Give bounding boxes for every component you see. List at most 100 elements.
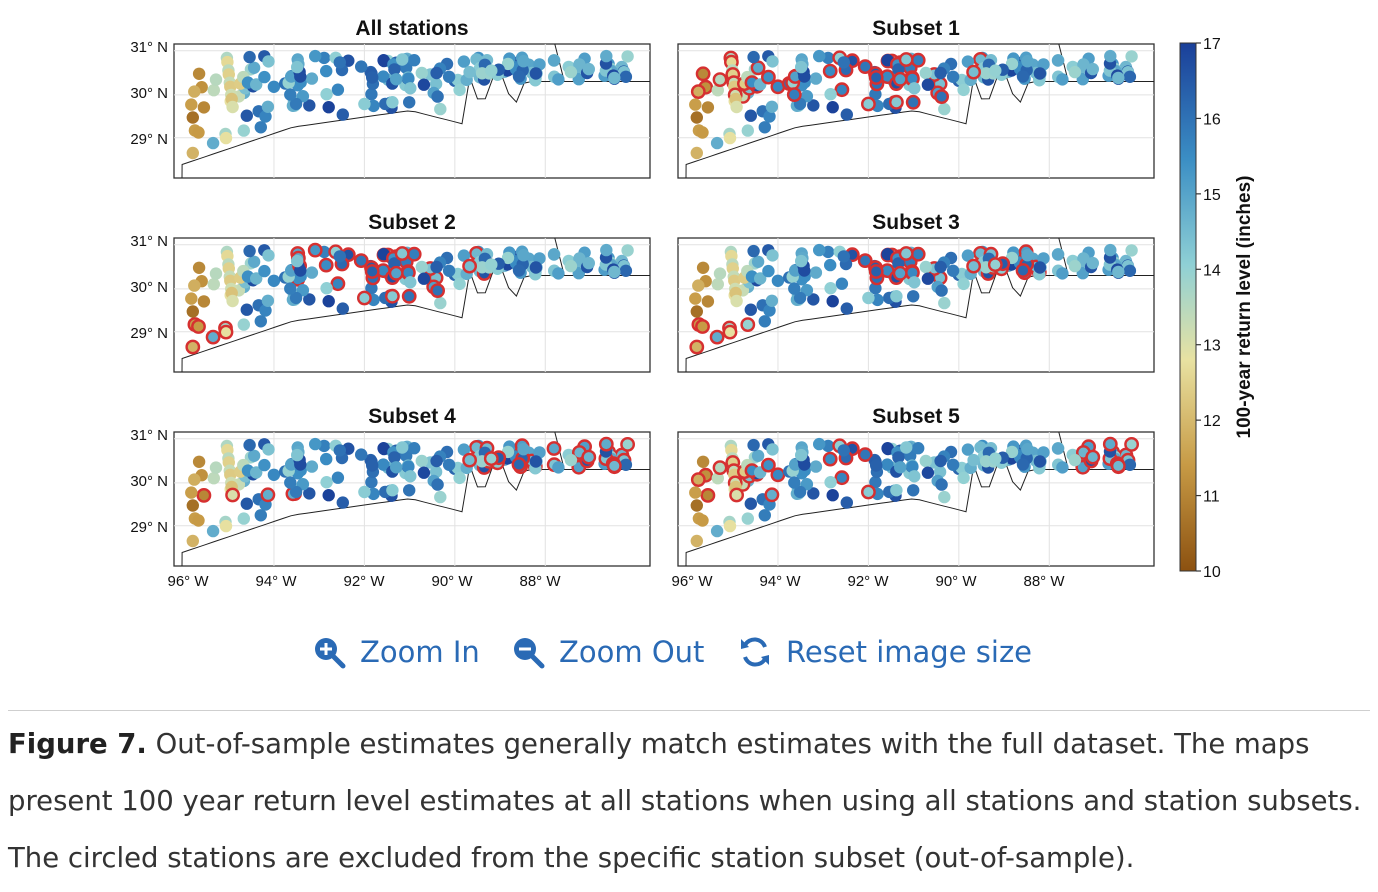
station-marker [406, 246, 422, 262]
station-marker [404, 82, 417, 95]
station-marker [750, 60, 766, 76]
station-marker [761, 69, 776, 85]
station-marker [723, 519, 737, 533]
station-marker [795, 60, 808, 74]
station-marker [788, 476, 801, 489]
station-marker [747, 50, 760, 64]
station-marker [254, 315, 267, 328]
station-marker [840, 302, 853, 315]
colorbar-tick-label: 16 [1203, 111, 1221, 128]
reset-image-size-button[interactable]: Reset image size [738, 628, 1032, 676]
station-marker [547, 54, 561, 67]
station-marker [333, 444, 346, 457]
station-marker [689, 98, 702, 111]
station-marker [243, 438, 256, 452]
station-marker [336, 302, 349, 315]
station-marker [740, 317, 756, 332]
station-marker [987, 257, 1003, 272]
station-marker [1015, 263, 1031, 278]
station-marker [483, 451, 499, 466]
station-marker [517, 55, 530, 68]
station-marker [267, 80, 281, 94]
station-marker [320, 88, 333, 101]
station-marker [396, 53, 409, 66]
station-marker [197, 101, 211, 114]
station-marker [907, 290, 920, 303]
station-marker [517, 443, 530, 456]
station-marker [919, 260, 932, 274]
station-marker [331, 471, 345, 484]
colorbar-label: 100-year return level (inches) [1234, 176, 1255, 439]
station-marker [192, 514, 205, 527]
panel-title: Subset 3 [872, 211, 960, 234]
station-marker [761, 457, 776, 473]
station-marker [453, 277, 466, 291]
zoom-out-button[interactable]: Zoom Out [511, 628, 704, 676]
station-marker [226, 100, 239, 114]
station-marker [890, 290, 903, 303]
station-marker [766, 55, 779, 68]
station-marker [1104, 49, 1117, 63]
station-marker [356, 290, 372, 306]
station-marker [809, 460, 823, 473]
station-marker [747, 438, 760, 452]
station-marker [512, 70, 526, 83]
station-marker [390, 73, 403, 86]
zoom-in-label: Zoom In [360, 635, 480, 669]
map-panel: Subset 1 [677, 17, 1155, 179]
zoom-out-label: Zoom Out [559, 635, 705, 669]
station-marker [961, 249, 975, 262]
station-marker [485, 64, 498, 77]
station-marker [185, 339, 201, 355]
station-marker [957, 83, 970, 97]
station-marker [188, 473, 201, 486]
station-marker [294, 70, 307, 83]
station-marker [1123, 458, 1137, 471]
station-marker [763, 304, 776, 317]
station-marker [240, 303, 253, 316]
station-marker [388, 63, 401, 76]
station-marker [219, 131, 233, 145]
station-marker [188, 85, 201, 98]
station-marker [1112, 71, 1125, 85]
station-marker [240, 497, 253, 510]
station-marker [711, 84, 724, 97]
station-marker [262, 443, 275, 456]
station-marker [415, 260, 428, 274]
station-marker [1085, 449, 1101, 465]
station-marker [291, 60, 304, 74]
colorbar-tick-label: 13 [1203, 338, 1221, 355]
station-marker [921, 78, 935, 91]
station-marker [261, 100, 275, 114]
map-panel: All stations [173, 17, 651, 179]
station-marker [582, 62, 595, 76]
colorbar-tick-label: 14 [1203, 262, 1221, 279]
station-marker [961, 443, 975, 456]
station-marker [1033, 67, 1047, 80]
station-marker [894, 461, 907, 474]
station-marker [430, 66, 443, 80]
station-marker [403, 484, 416, 497]
caption-text: Out-of-sample estimates generally match … [8, 728, 1362, 874]
station-marker [690, 472, 706, 487]
station-marker [196, 487, 212, 503]
station-marker [403, 96, 416, 109]
station-marker [934, 454, 947, 468]
station-marker [908, 82, 921, 95]
station-marker [552, 267, 565, 280]
x-tick-label: 94° W [759, 573, 801, 590]
station-marker [905, 94, 921, 110]
station-marker [824, 282, 837, 295]
station-marker [764, 487, 780, 503]
zoom-in-button[interactable]: Zoom In [312, 628, 480, 676]
station-marker [758, 315, 771, 328]
station-marker [892, 265, 908, 281]
station-marker [1005, 445, 1019, 459]
station-marker [813, 437, 826, 451]
y-tick-label: 30° N [130, 279, 168, 296]
station-marker [185, 98, 198, 111]
colorbar: 17 16 15 14 13 12 11 10 100-year return level (i… [1179, 36, 1255, 581]
station-marker [744, 497, 757, 510]
station-marker [240, 109, 253, 122]
station-marker [431, 90, 444, 103]
